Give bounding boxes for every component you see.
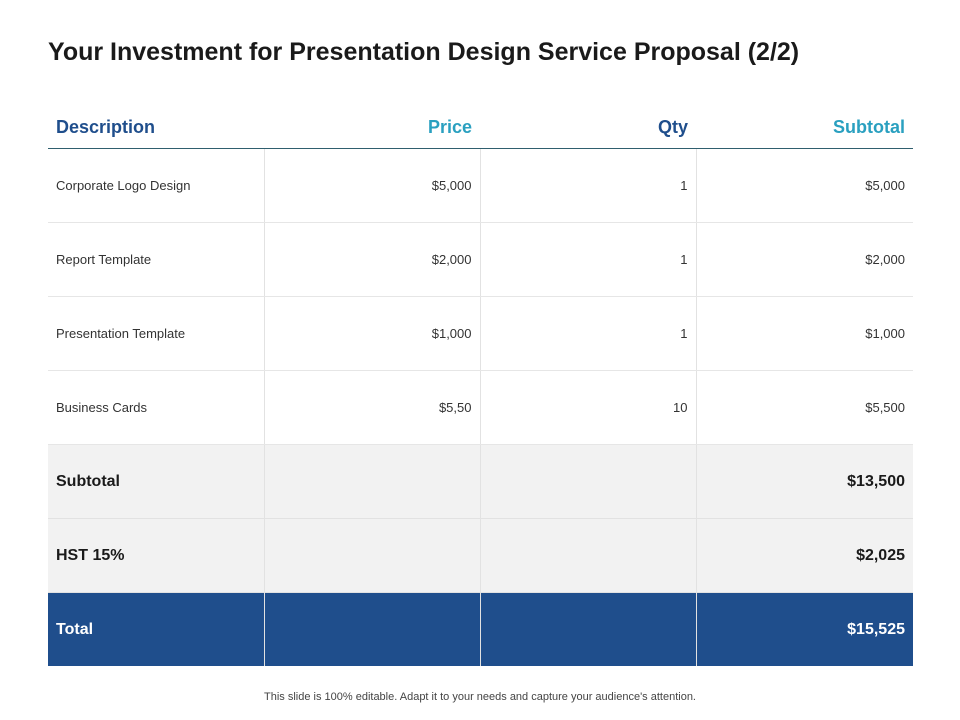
tax-row: HST 15% $2,025 bbox=[48, 518, 913, 593]
empty-cell bbox=[263, 444, 480, 519]
row-description: Business Cards bbox=[48, 370, 264, 445]
tax-value: $2,025 bbox=[695, 518, 913, 593]
row-description: Presentation Template bbox=[48, 296, 264, 371]
empty-cell bbox=[263, 518, 480, 593]
table-header-row: Description Price Qty Subtotal bbox=[48, 106, 913, 149]
table-row: Business Cards $5,50 10 $5,500 bbox=[48, 370, 913, 445]
table-row: Report Template $2,000 1 $2,000 bbox=[48, 222, 913, 297]
row-subtotal: $1,000 bbox=[695, 296, 913, 371]
row-qty: 10 bbox=[479, 370, 696, 445]
row-price: $5,50 bbox=[263, 370, 480, 445]
subtotal-row: Subtotal $13,500 bbox=[48, 444, 913, 519]
row-subtotal: $5,500 bbox=[695, 370, 913, 445]
empty-cell bbox=[479, 592, 696, 666]
tax-label: HST 15% bbox=[48, 518, 264, 593]
total-row: Total $15,525 bbox=[48, 592, 913, 666]
row-description: Corporate Logo Design bbox=[48, 148, 264, 223]
row-subtotal: $2,000 bbox=[695, 222, 913, 297]
row-price: $5,000 bbox=[263, 148, 480, 223]
total-value: $15,525 bbox=[695, 592, 913, 666]
pricing-table: Description Price Qty Subtotal Corporate… bbox=[48, 106, 913, 666]
column-header-qty: Qty bbox=[480, 106, 696, 149]
column-header-description: Description bbox=[48, 106, 264, 149]
table-row: Corporate Logo Design $5,000 1 $5,000 bbox=[48, 148, 913, 223]
footer-note: This slide is 100% editable. Adapt it to… bbox=[264, 691, 696, 703]
empty-cell bbox=[263, 592, 480, 666]
row-price: $1,000 bbox=[263, 296, 480, 371]
row-subtotal: $5,000 bbox=[695, 148, 913, 223]
column-header-price: Price bbox=[264, 106, 480, 149]
row-qty: 1 bbox=[479, 222, 696, 297]
empty-cell bbox=[479, 518, 696, 593]
empty-cell bbox=[479, 444, 696, 519]
subtotal-label: Subtotal bbox=[48, 444, 264, 519]
row-qty: 1 bbox=[479, 148, 696, 223]
page-title: Your Investment for Presentation Design … bbox=[48, 38, 800, 66]
row-description: Report Template bbox=[48, 222, 264, 297]
total-label: Total bbox=[48, 592, 264, 666]
column-header-subtotal: Subtotal bbox=[696, 106, 913, 149]
subtotal-value: $13,500 bbox=[695, 444, 913, 519]
row-price: $2,000 bbox=[263, 222, 480, 297]
table-row: Presentation Template $1,000 1 $1,000 bbox=[48, 296, 913, 371]
row-qty: 1 bbox=[479, 296, 696, 371]
